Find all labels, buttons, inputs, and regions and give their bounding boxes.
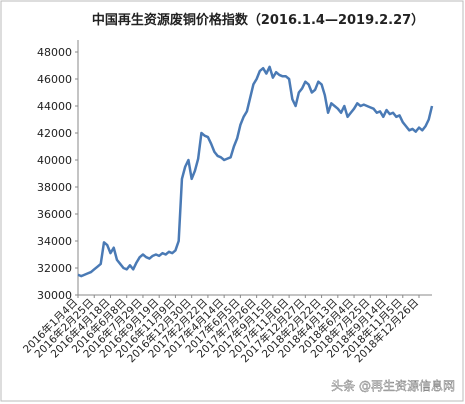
watermark: 头条 @再生资源信息网 [331, 378, 455, 393]
series-line [77, 65, 434, 278]
y-tick-label: 32000 [37, 262, 72, 275]
y-tick-label: 48000 [37, 46, 72, 59]
y-tick-label: 40000 [37, 154, 72, 167]
y-tick-label: 36000 [37, 208, 72, 221]
y-tick-label: 46000 [37, 73, 72, 86]
y-tick-label: 44000 [37, 100, 72, 113]
y-tick-label: 38000 [37, 181, 72, 194]
y-tick-label: 30000 [37, 289, 72, 302]
chart-title: 中国再生资源废铜价格指数（2016.1.4—2019.2.27） [92, 12, 424, 28]
y-tick-label: 34000 [37, 235, 72, 248]
y-tick-label: 42000 [37, 127, 72, 140]
